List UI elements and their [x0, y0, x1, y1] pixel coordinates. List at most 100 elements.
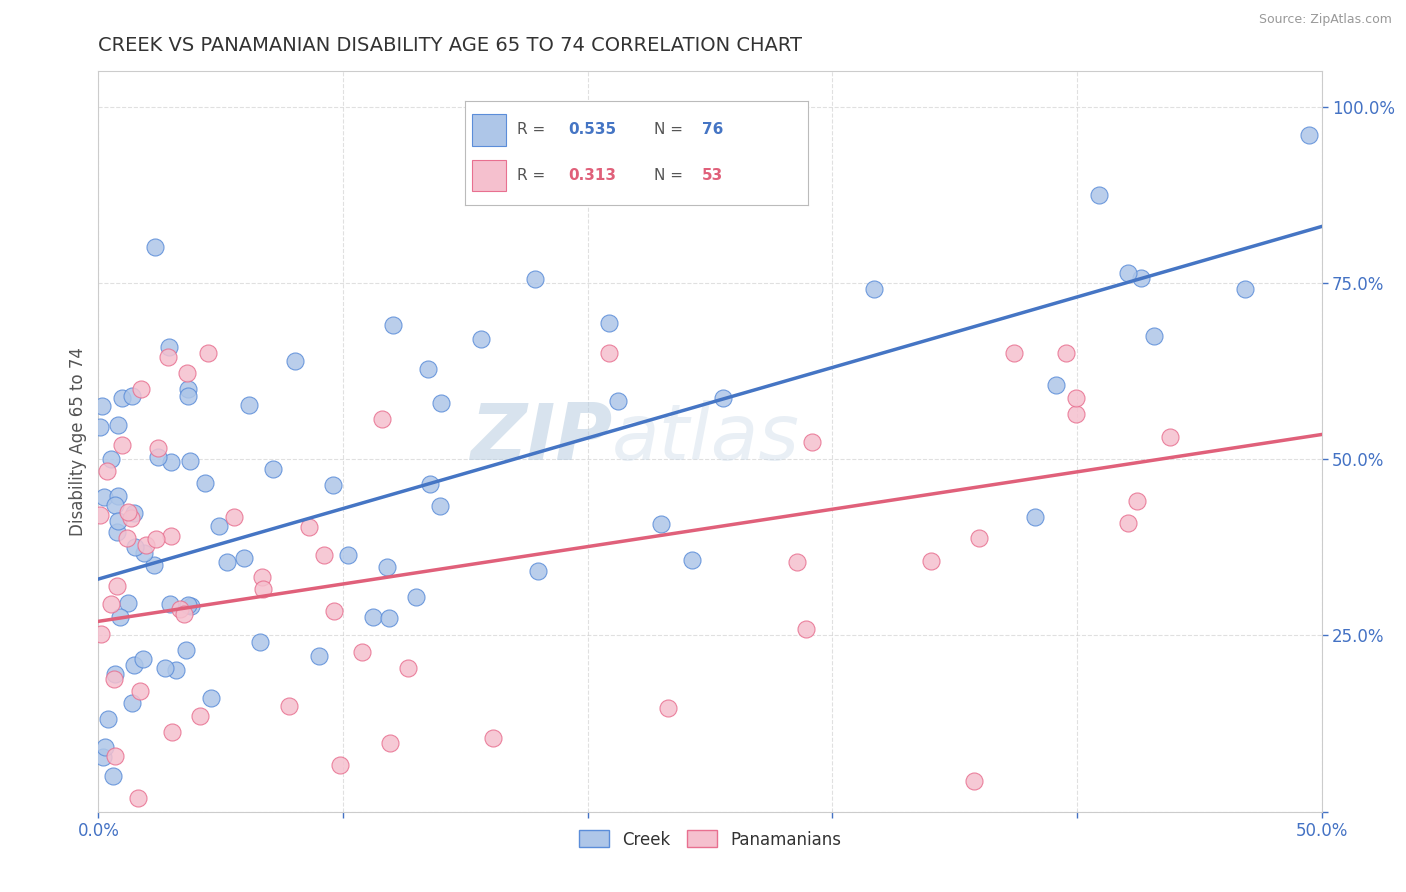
Point	[194, 475, 217, 490]
Point	[1087, 188, 1109, 202]
Point	[111, 391, 134, 405]
Point	[104, 498, 127, 512]
Point	[122, 658, 145, 673]
Point	[967, 532, 990, 546]
Point	[217, 555, 239, 569]
Point	[1298, 128, 1320, 142]
Point	[134, 546, 156, 560]
Point	[278, 699, 301, 714]
Text: Source: ZipAtlas.com: Source: ZipAtlas.com	[1258, 13, 1392, 27]
Point	[405, 590, 427, 604]
Point	[1126, 493, 1149, 508]
Point	[337, 548, 360, 562]
Point	[176, 366, 198, 380]
Point	[863, 282, 886, 296]
Point	[482, 731, 505, 746]
Legend: Creek, Panamanians: Creek, Panamanians	[572, 823, 848, 855]
Point	[382, 318, 405, 332]
Point	[197, 346, 219, 360]
Point	[122, 506, 145, 520]
Point	[429, 499, 451, 513]
Point	[94, 740, 117, 755]
Point	[159, 597, 181, 611]
Point	[1234, 282, 1257, 296]
Point	[145, 532, 167, 546]
Point	[120, 511, 142, 525]
Point	[598, 317, 620, 331]
Point	[159, 529, 181, 543]
Point	[920, 554, 942, 568]
Point	[794, 622, 817, 636]
Point	[378, 611, 401, 625]
Point	[786, 555, 808, 569]
Point	[173, 607, 195, 621]
Point	[107, 514, 129, 528]
Point	[100, 451, 122, 466]
Point	[430, 396, 453, 410]
Point	[177, 382, 200, 396]
Point	[127, 790, 149, 805]
Point	[396, 661, 419, 675]
Text: atlas: atlas	[612, 400, 800, 475]
Point	[169, 601, 191, 615]
Point	[121, 696, 143, 710]
Point	[284, 354, 307, 368]
Text: ZIP: ZIP	[470, 400, 612, 475]
Point	[1159, 430, 1181, 444]
Point	[160, 724, 183, 739]
Point	[200, 690, 222, 705]
Point	[371, 412, 394, 426]
Point	[249, 635, 271, 649]
Point	[1064, 391, 1087, 405]
Point	[350, 645, 373, 659]
Point	[176, 389, 198, 403]
Point	[90, 399, 112, 413]
Point	[104, 749, 127, 764]
Point	[100, 597, 122, 611]
Point	[657, 700, 679, 714]
Point	[470, 332, 492, 346]
Point	[252, 582, 274, 596]
Point	[135, 538, 157, 552]
Point	[89, 420, 111, 434]
Point	[107, 418, 129, 433]
Point	[418, 362, 440, 376]
Point	[129, 382, 152, 396]
Point	[681, 553, 703, 567]
Text: CREEK VS PANAMANIAN DISABILITY AGE 65 TO 74 CORRELATION CHART: CREEK VS PANAMANIAN DISABILITY AGE 65 TO…	[98, 36, 803, 54]
Point	[180, 599, 202, 613]
Point	[1054, 346, 1077, 360]
Point	[801, 435, 824, 450]
Point	[1116, 516, 1139, 530]
Point	[329, 758, 352, 772]
Point	[160, 455, 183, 469]
Point	[1024, 510, 1046, 524]
Point	[110, 610, 132, 624]
Point	[101, 769, 124, 783]
Point	[208, 519, 231, 533]
Point	[89, 626, 111, 640]
Point	[238, 398, 260, 412]
Point	[97, 712, 120, 726]
Point	[121, 389, 143, 403]
Point	[1143, 329, 1166, 343]
Point	[96, 465, 118, 479]
Point	[250, 570, 273, 584]
Point	[713, 391, 735, 405]
Point	[103, 672, 125, 686]
Point	[1116, 266, 1139, 280]
Point	[129, 684, 152, 698]
Point	[314, 548, 336, 562]
Point	[526, 564, 548, 578]
Point	[190, 709, 212, 723]
Point	[1045, 377, 1067, 392]
Point	[233, 550, 256, 565]
Point	[143, 240, 166, 254]
Point	[111, 438, 134, 452]
Point	[322, 477, 344, 491]
Point	[598, 346, 620, 360]
Point	[963, 773, 986, 788]
Point	[157, 340, 180, 354]
Point	[308, 648, 330, 663]
Point	[1002, 346, 1025, 360]
